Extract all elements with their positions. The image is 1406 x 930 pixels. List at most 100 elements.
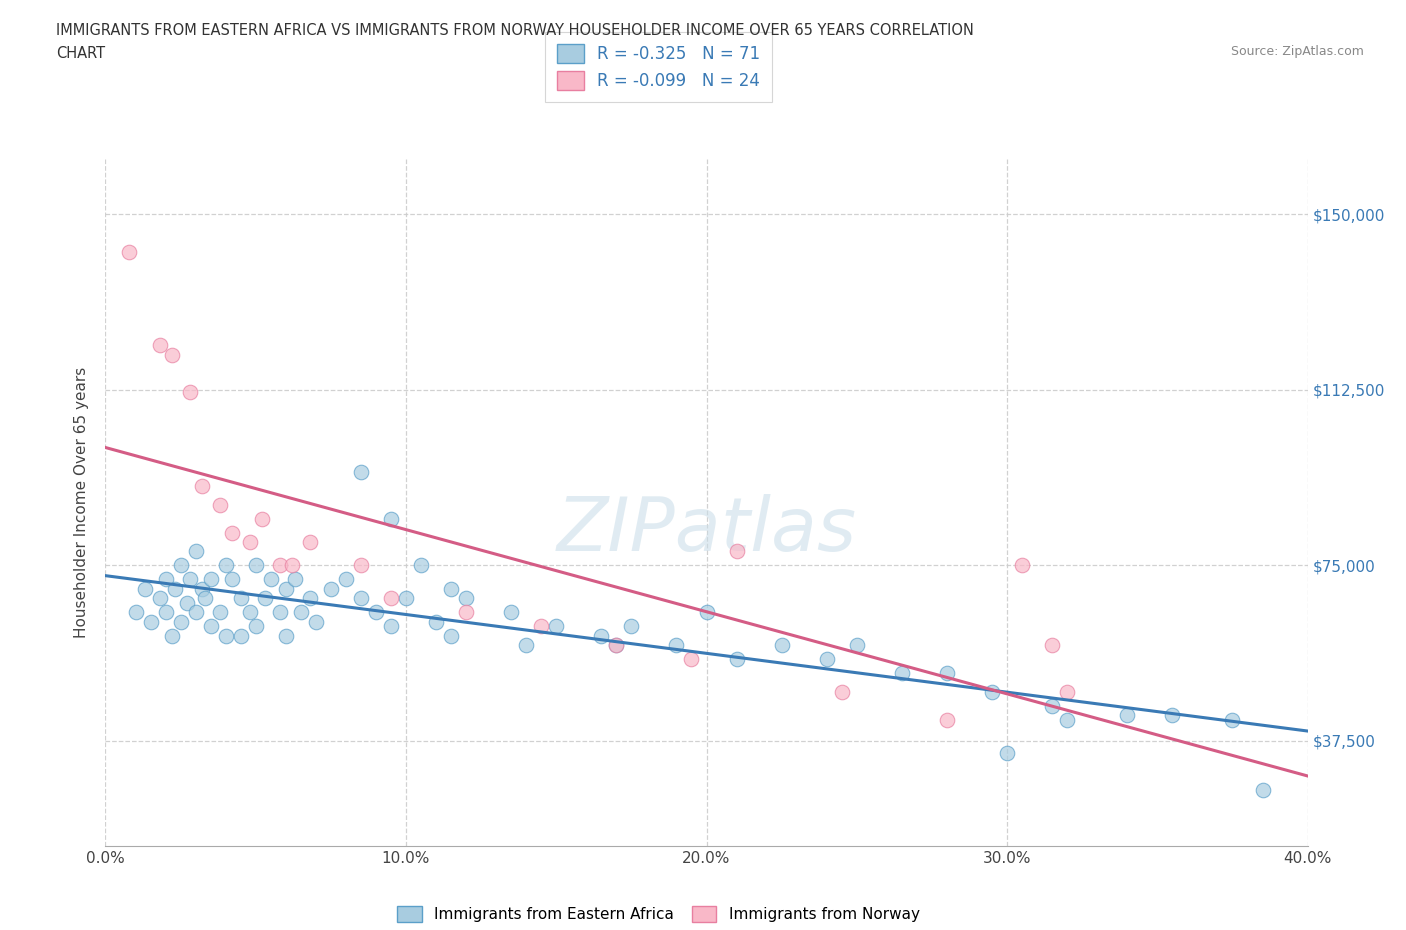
Point [591, 628, 613, 643]
Point [380, 512, 402, 526]
Point [253, 591, 276, 605]
Point [194, 591, 217, 605]
Point [395, 591, 418, 605]
Point [239, 604, 262, 619]
Point [605, 638, 627, 653]
Point [936, 666, 959, 681]
Point [184, 544, 207, 559]
Point [440, 581, 463, 596]
Point [274, 628, 297, 643]
Point [208, 604, 231, 619]
Point [274, 581, 297, 596]
Point [305, 614, 328, 629]
Point [364, 604, 387, 619]
Point [155, 572, 177, 587]
Point [350, 591, 373, 605]
Text: Source: ZipAtlas.com: Source: ZipAtlas.com [1230, 45, 1364, 58]
Point [620, 618, 643, 633]
Point [456, 604, 478, 619]
Point [190, 478, 212, 493]
Point [160, 628, 183, 643]
Point [245, 558, 267, 573]
Point [284, 572, 307, 587]
Text: ZIPatlas: ZIPatlas [557, 494, 856, 565]
Point [1040, 638, 1063, 653]
Point [221, 572, 243, 587]
Point [184, 604, 207, 619]
Point [546, 618, 568, 633]
Point [350, 558, 373, 573]
Point [290, 604, 312, 619]
Point [229, 591, 252, 605]
Point [245, 618, 267, 633]
Point [456, 591, 478, 605]
Point [409, 558, 432, 573]
Point [995, 745, 1018, 760]
Point [981, 684, 1004, 699]
Point [148, 338, 170, 352]
Point [190, 581, 212, 596]
Point [665, 638, 688, 653]
Point [605, 638, 627, 653]
Point [179, 572, 201, 587]
Point [530, 618, 553, 633]
Point [845, 638, 868, 653]
Point [681, 652, 703, 667]
Point [298, 591, 321, 605]
Point [440, 628, 463, 643]
Point [770, 638, 793, 653]
Point [1251, 783, 1274, 798]
Point [163, 581, 186, 596]
Point [1040, 698, 1063, 713]
Point [118, 245, 141, 259]
Point [160, 347, 183, 362]
Point [214, 558, 236, 573]
Point [815, 652, 838, 667]
Point [208, 498, 231, 512]
Point [239, 535, 262, 550]
Point [515, 638, 537, 653]
Text: CHART: CHART [56, 46, 105, 61]
Point [696, 604, 718, 619]
Point [725, 652, 748, 667]
Legend: Immigrants from Eastern Africa, Immigrants from Norway: Immigrants from Eastern Africa, Immigran… [389, 898, 928, 930]
Point [269, 558, 291, 573]
Point [1116, 708, 1139, 723]
Point [124, 604, 146, 619]
Point [380, 618, 402, 633]
Point [1011, 558, 1033, 573]
Point [214, 628, 236, 643]
Point [148, 591, 170, 605]
Point [169, 558, 191, 573]
Point [1056, 712, 1078, 727]
Point [335, 572, 357, 587]
Point [200, 572, 222, 587]
Point [281, 558, 304, 573]
Point [250, 512, 273, 526]
Point [380, 591, 402, 605]
Point [1222, 712, 1244, 727]
Point [501, 604, 523, 619]
Point [725, 544, 748, 559]
Point [179, 385, 201, 400]
Text: IMMIGRANTS FROM EASTERN AFRICA VS IMMIGRANTS FROM NORWAY HOUSEHOLDER INCOME OVER: IMMIGRANTS FROM EASTERN AFRICA VS IMMIGR… [56, 23, 974, 38]
Point [139, 614, 162, 629]
Point [319, 581, 342, 596]
Point [1056, 684, 1078, 699]
Point [1161, 708, 1184, 723]
Point [221, 525, 243, 540]
Point [200, 618, 222, 633]
Point [134, 581, 156, 596]
Point [269, 604, 291, 619]
Point [298, 535, 321, 550]
Point [176, 595, 198, 610]
Point [936, 712, 959, 727]
Point [229, 628, 252, 643]
Point [890, 666, 912, 681]
Point [831, 684, 853, 699]
Point [155, 604, 177, 619]
Point [425, 614, 447, 629]
Point [260, 572, 283, 587]
Y-axis label: Householder Income Over 65 years: Householder Income Over 65 years [75, 366, 90, 638]
Point [169, 614, 191, 629]
